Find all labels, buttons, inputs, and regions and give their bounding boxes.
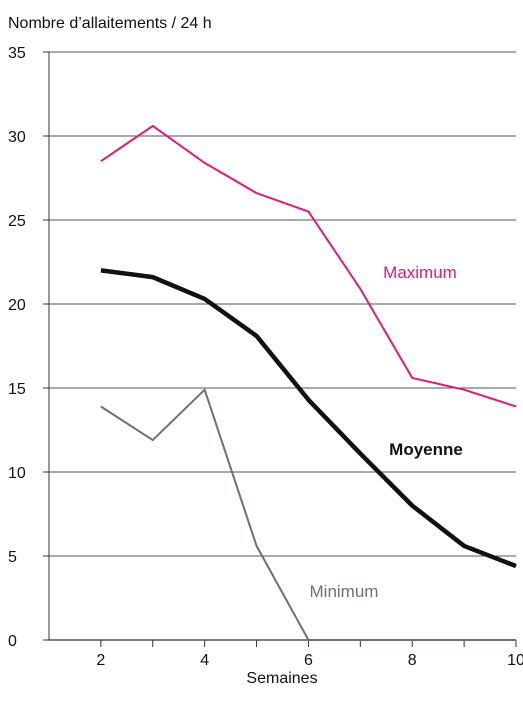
y-tick-label-20: 20 [8, 297, 26, 314]
y-tick-label-35: 35 [8, 45, 26, 62]
x-tick-label-8: 8 [408, 652, 417, 669]
axes [48, 52, 516, 641]
x-tick-label-4: 4 [200, 652, 209, 669]
y-tick-label-5: 5 [8, 549, 17, 566]
series-labels: Maximum Moyenne Minimum [310, 263, 463, 601]
y-tick-label-30: 30 [8, 129, 26, 146]
x-axis-title: Semaines [246, 670, 317, 687]
series-label-moyenne: Moyenne [389, 440, 463, 459]
x-tick-label-6: 6 [304, 652, 313, 669]
series-label-maximum: Maximum [383, 263, 457, 282]
y-tick-label-25: 25 [8, 213, 26, 230]
y-tick-label-0: 0 [8, 633, 17, 650]
y-tick-label-10: 10 [8, 465, 26, 482]
x-tick-label-2: 2 [96, 652, 105, 669]
series-lines [100, 124, 517, 641]
series-label-minimum: Minimum [310, 582, 379, 601]
y-axis-title: Nombre d’allaitements / 24 h [8, 15, 212, 32]
x-tick-label-10: 10 [507, 652, 523, 669]
series-line-maximum [100, 124, 517, 408]
y-axis-ticks: 0 5 10 15 20 25 30 35 [8, 45, 49, 650]
series-line-moyenne [100, 268, 517, 569]
y-tick-label-15: 15 [8, 381, 26, 398]
series-line-minimum [100, 388, 516, 641]
x-axis-ticks: 2 4 6 8 10 [96, 640, 523, 669]
grid-lines [49, 51, 516, 557]
